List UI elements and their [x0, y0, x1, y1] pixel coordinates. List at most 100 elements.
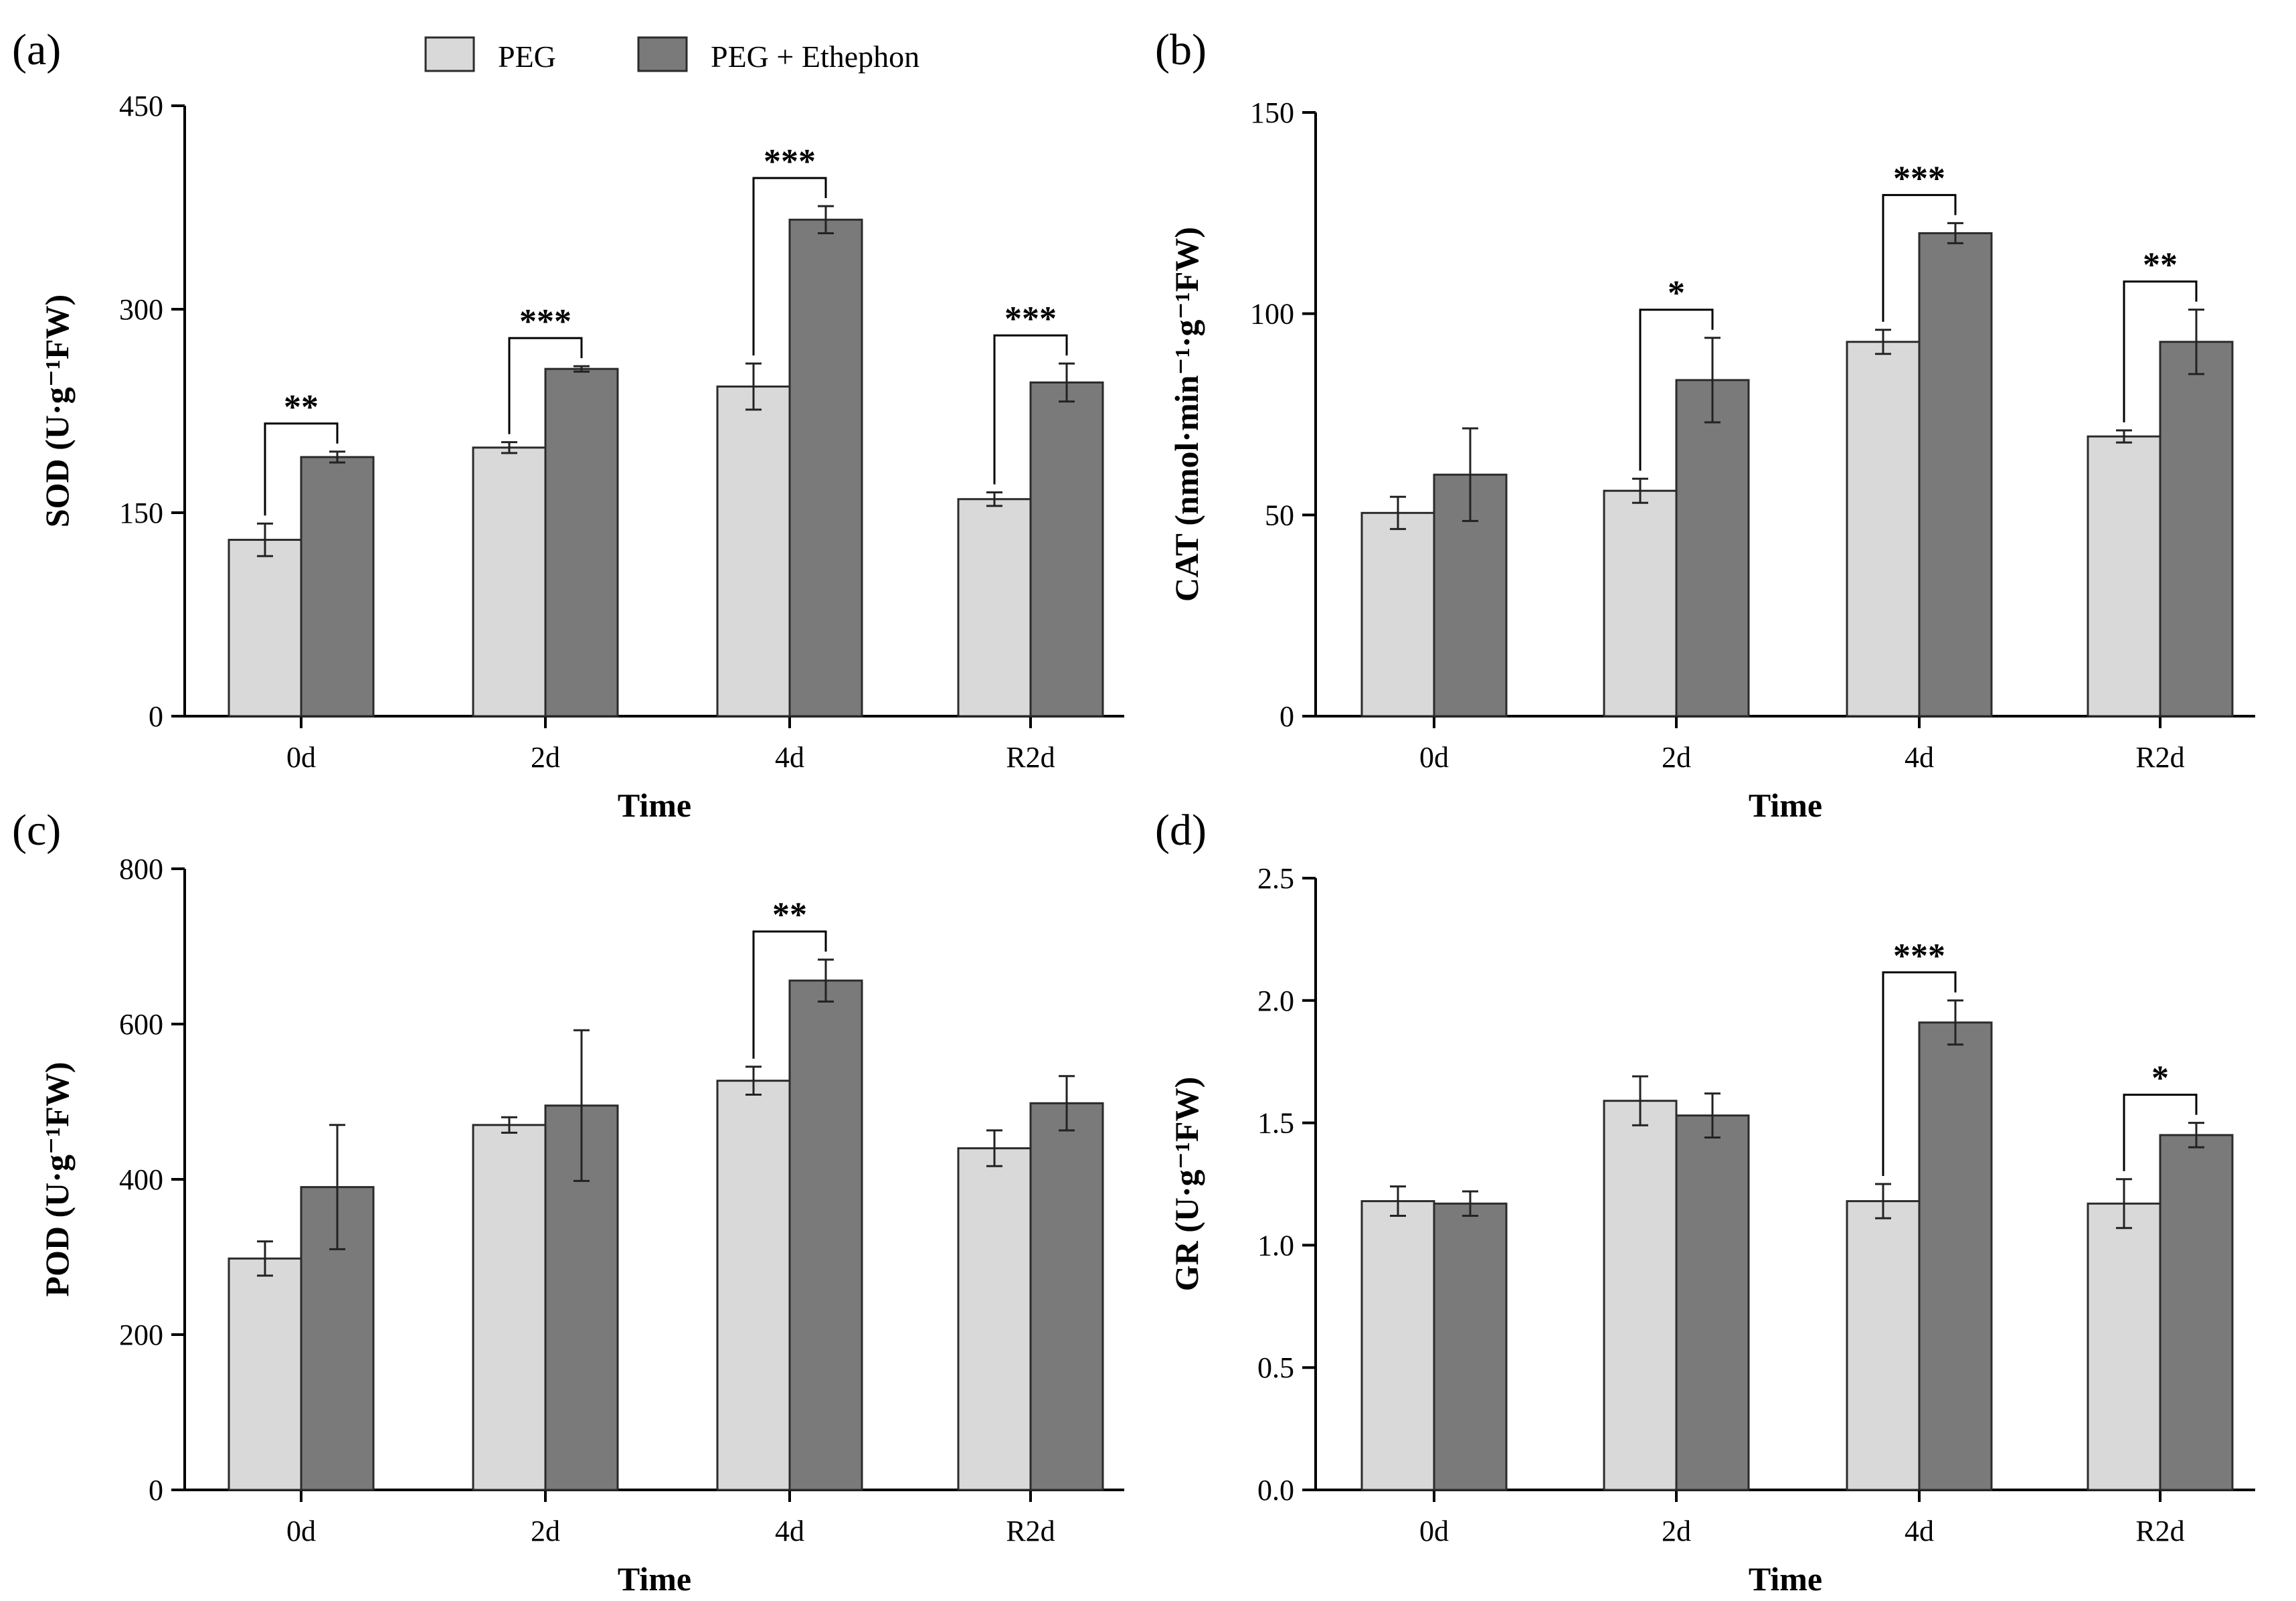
bar-peg-ethephon: [1029, 1102, 1104, 1491]
bar-peg-ethephon: [1675, 379, 1750, 718]
bar-peg: [957, 498, 1032, 718]
x-tick-label: 2d: [531, 741, 560, 774]
y-axis-title: CAT (nmol·min⁻¹·g⁻¹FW): [1168, 227, 1205, 602]
y-tick-label: 0: [1279, 700, 1294, 733]
significance-bracket: [508, 337, 583, 434]
x-axis-title: Time: [618, 1560, 691, 1598]
significance-label: **: [2143, 246, 2178, 284]
bar-peg: [716, 1080, 791, 1491]
y-tick-label: 0.0: [1257, 1474, 1294, 1507]
x-tick-label: R2d: [2135, 1515, 2184, 1547]
y-axis-title: POD (U·g⁻¹FW): [38, 1062, 76, 1296]
x-axis-title: Time: [1749, 1560, 1822, 1598]
bar-peg: [2087, 1202, 2161, 1491]
legend-swatch-peg: [424, 36, 475, 72]
y-axis-title: GR (U·g⁻¹FW): [1168, 1077, 1205, 1292]
bar-peg: [228, 539, 302, 718]
y-tick-label: 50: [1265, 499, 1294, 531]
bar-peg-ethephon: [2159, 1134, 2234, 1491]
significance-bracket: [2123, 280, 2198, 423]
y-tick-label: 0: [149, 1474, 163, 1507]
y-tick-label: 800: [119, 853, 163, 886]
x-axis-title: Time: [1749, 786, 1822, 824]
y-tick-label: 150: [1250, 96, 1294, 129]
y-tick-label: 1.0: [1257, 1229, 1294, 1262]
bar-peg-ethephon: [788, 218, 863, 718]
bar-peg: [1603, 489, 1678, 718]
x-tick-label: 0d: [286, 741, 316, 774]
significance-bracket: [2123, 1094, 2198, 1171]
bar-peg-ethephon: [1029, 381, 1104, 718]
bar-peg-ethephon: [2159, 341, 2234, 718]
bar-peg-ethephon: [1918, 1021, 1993, 1491]
bar-peg: [1846, 341, 1921, 718]
y-tick-label: 2.5: [1257, 862, 1294, 895]
legend-label-peg: PEG: [498, 39, 556, 74]
significance-bracket: [752, 930, 827, 1059]
bar-peg-ethephon: [544, 367, 619, 718]
bar-peg: [472, 1124, 547, 1491]
x-tick-label: 4d: [775, 1515, 804, 1547]
bar-peg: [716, 386, 791, 718]
significance-label: *: [1668, 274, 1685, 313]
panel-label-b: (b): [1155, 25, 1207, 74]
bar-peg: [1360, 511, 1435, 718]
x-tick-label: 0d: [1419, 1515, 1449, 1547]
x-tick-label: 4d: [1905, 1515, 1934, 1547]
y-tick-label: 0.5: [1257, 1351, 1294, 1384]
significance-label: **: [284, 388, 319, 426]
x-tick-label: 2d: [1662, 1515, 1691, 1547]
x-tick-label: 0d: [1419, 741, 1449, 774]
significance-bracket: [1882, 971, 1957, 1176]
chart-panel-pod: 0 200 400 600 800 0d 2d 4d R2d ** Time POD (U·g⁻¹FW…: [38, 853, 1124, 1598]
bar-peg-ethephon: [1433, 1202, 1508, 1491]
significance-label: *: [2151, 1060, 2169, 1098]
x-tick-label: 4d: [1905, 741, 1934, 774]
x-tick-label: R2d: [1006, 1515, 1055, 1547]
bar-peg-ethephon: [1675, 1114, 1750, 1491]
x-tick-label: 4d: [775, 741, 804, 774]
significance-bracket: [1882, 193, 1957, 322]
x-axis-title: Time: [618, 786, 691, 824]
y-tick-label: 2.0: [1257, 985, 1294, 1017]
x-tick-label: 2d: [1662, 741, 1691, 774]
x-tick-label: 0d: [286, 1515, 316, 1547]
legend: PEG PEG + Ethephon: [424, 36, 919, 74]
significance-label: **: [772, 896, 807, 934]
significance-label: ***: [519, 303, 571, 341]
bar-peg: [957, 1147, 1032, 1491]
bar-peg: [472, 446, 547, 718]
y-tick-label: 400: [119, 1163, 163, 1196]
panel-label-d: (d): [1155, 806, 1207, 855]
y-tick-label: 300: [119, 293, 163, 326]
panel-label-c: (c): [12, 806, 61, 855]
legend-label-peg-ethephon: PEG + Ethephon: [711, 39, 919, 74]
bar-peg: [2087, 435, 2161, 718]
y-axis-title: SOD (U·g⁻¹FW): [38, 294, 76, 527]
y-tick-label: 600: [119, 1008, 163, 1041]
x-tick-label: R2d: [1006, 741, 1055, 774]
significance-bracket: [264, 422, 339, 516]
bar-peg: [1603, 1100, 1678, 1491]
y-tick-label: 100: [1250, 298, 1294, 331]
significance-bracket: [1639, 309, 1714, 471]
significance-label: ***: [1893, 159, 1945, 197]
y-tick-label: 1.5: [1257, 1107, 1294, 1140]
panel-label-a: (a): [12, 25, 61, 74]
significance-bracket: [752, 177, 827, 356]
legend-swatch-peg-ethephon: [637, 36, 688, 72]
bar-peg-ethephon: [300, 456, 375, 718]
significance-label: ***: [764, 143, 816, 181]
significance-label: ***: [1004, 300, 1057, 338]
bar-peg-ethephon: [1918, 232, 1993, 718]
bar-peg: [1846, 1200, 1921, 1491]
y-tick-label: 0: [149, 700, 163, 733]
significance-label: ***: [1893, 937, 1945, 975]
x-tick-label: 2d: [531, 1515, 560, 1547]
significance-bracket: [993, 334, 1068, 485]
bar-peg-ethephon: [788, 979, 863, 1491]
